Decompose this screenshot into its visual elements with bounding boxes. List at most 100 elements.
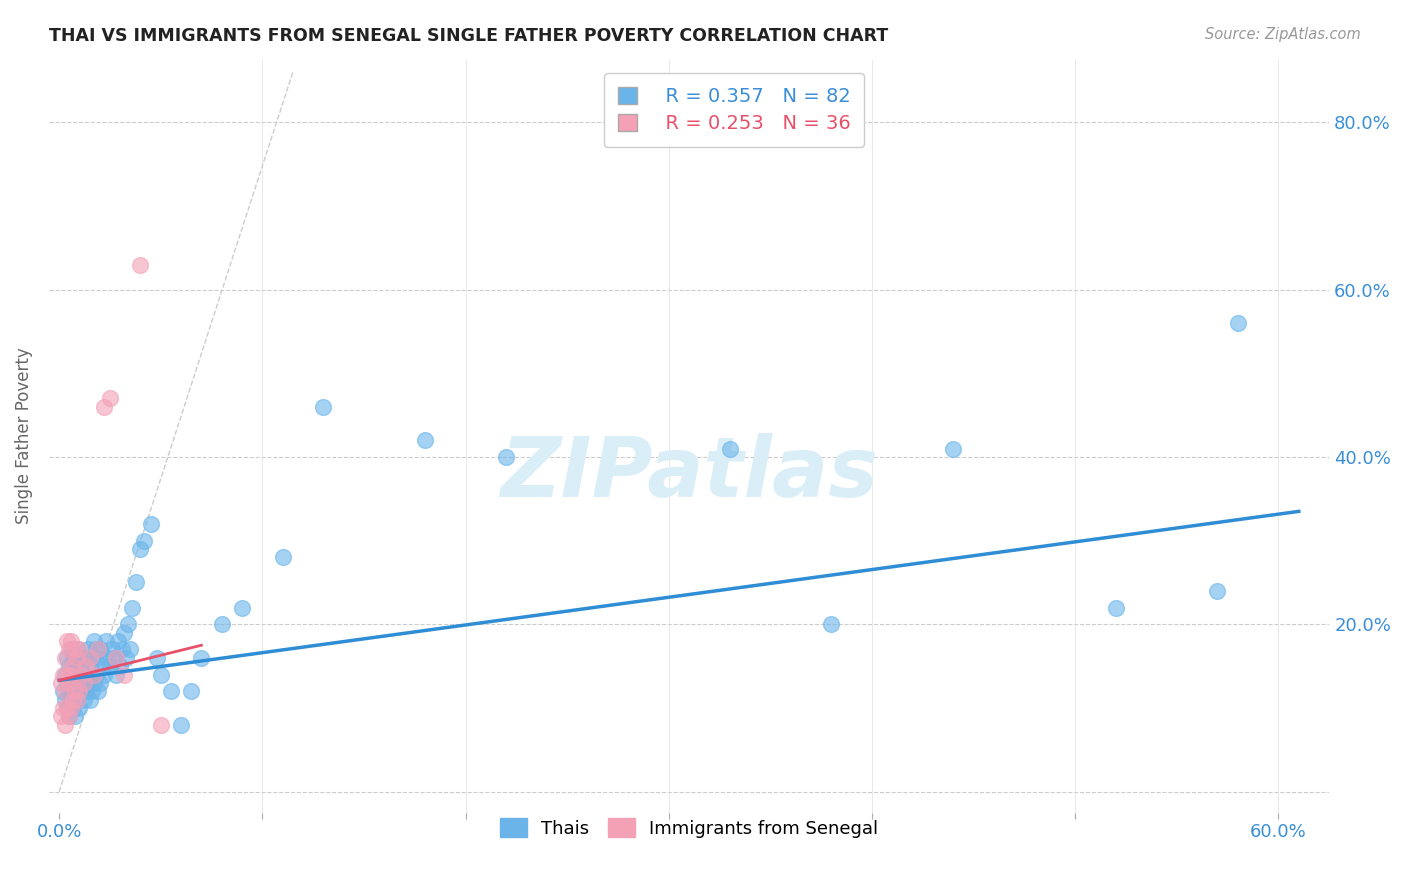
Point [62,692,84,706]
Point [101,642,124,657]
Text: ZIPatlas: ZIPatlas [501,434,879,514]
Point [98,659,121,673]
Point [65,709,87,723]
Point [76,676,98,690]
Point [87,684,110,698]
Point [66,692,89,706]
Point [117,617,139,632]
Point [271,550,294,565]
Point [718,442,741,456]
Point [83,667,105,681]
Point [84,667,107,681]
Point [66,642,89,657]
Point [87,642,110,657]
Point [820,617,842,632]
Point [60,642,83,657]
Point [66,667,89,681]
Point [60,701,83,715]
Point [120,642,142,657]
Point [58,709,80,723]
Point [75,659,97,673]
Point [495,450,517,464]
Legend: Thais, Immigrants from Senegal: Thais, Immigrants from Senegal [492,811,886,845]
Point [145,650,167,665]
Point [60,667,83,681]
Point [97,650,120,665]
Point [62,659,84,673]
Point [53,717,76,731]
Point [53,667,76,681]
Point [56,667,79,681]
Point [112,667,135,681]
Point [62,650,84,665]
Point [1206,583,1229,598]
Text: Source: ZipAtlas.com: Source: ZipAtlas.com [1205,27,1361,42]
Point [58,709,80,723]
Point [65,659,87,673]
Y-axis label: Single Father Poverty: Single Father Poverty [15,348,32,524]
Point [190,650,212,665]
Point [79,692,101,706]
Point [89,642,111,657]
Point [53,650,76,665]
Point [60,667,83,681]
Point [75,650,97,665]
Point [72,676,94,690]
Point [103,650,125,665]
Point [112,625,135,640]
Point [72,667,94,681]
Point [180,684,202,698]
Point [105,650,128,665]
Point [60,634,83,648]
Point [69,701,91,715]
Point [72,692,94,706]
Point [58,676,80,690]
Point [90,659,112,673]
Point [80,684,103,698]
Point [56,701,79,715]
Point [70,667,93,681]
Point [125,575,148,590]
Point [66,650,89,665]
Point [93,400,115,414]
Point [56,634,79,648]
Point [52,684,75,698]
Point [312,400,335,414]
Point [149,667,172,681]
Point [111,642,134,657]
Point [83,676,105,690]
Point [170,717,193,731]
Point [62,676,84,690]
Point [76,642,98,657]
Point [139,516,162,531]
Point [79,650,101,665]
Point [58,659,80,673]
Point [107,634,129,648]
Point [56,650,79,665]
Point [75,684,97,698]
Point [211,617,233,632]
Point [79,659,101,673]
Point [108,659,131,673]
Point [231,600,253,615]
Point [942,442,965,456]
Point [105,667,128,681]
Point [134,533,156,548]
Point [56,701,79,715]
Point [52,667,75,681]
Point [65,684,87,698]
Point [58,684,80,698]
Point [53,692,76,706]
Point [60,692,83,706]
Point [66,692,89,706]
Point [65,684,87,698]
Point [1226,316,1249,330]
Point [129,542,152,557]
Point [413,434,436,448]
Point [51,676,73,690]
Point [87,650,110,665]
Point [56,676,79,690]
Point [83,634,105,648]
Point [65,642,87,657]
Point [51,709,73,723]
